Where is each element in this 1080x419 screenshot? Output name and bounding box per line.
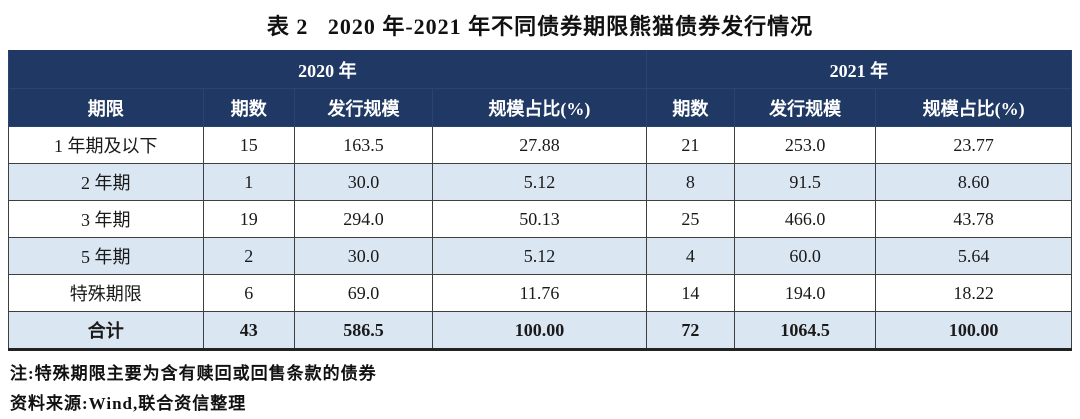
value-cell: 15 (202, 126, 295, 164)
column-header-share-2020: 规模占比(%) (432, 88, 647, 127)
value-cell: 60.0 (733, 237, 877, 275)
column-header-row: 期限 期数 发行规模 规模占比(%) 期数 发行规模 规模占比(%) (8, 88, 1072, 127)
column-header-scale-2021: 发行规模 (733, 88, 877, 127)
table-row: 2 年期 1 30.0 5.12 8 91.5 8.60 (8, 163, 1072, 201)
table-total-row: 合计 43 586.5 100.00 72 1064.5 100.00 (8, 311, 1072, 350)
value-cell: 21 (645, 126, 735, 164)
value-cell: 6 (202, 274, 295, 312)
value-cell: 11.76 (432, 274, 647, 312)
table-header: 2020 年 2021 年 期限 期数 发行规模 规模占比(%) 期数 发行规模… (8, 50, 1073, 127)
data-source-note: 资料来源:Wind,联合资信整理 (10, 394, 247, 413)
value-cell: 1 (202, 163, 295, 201)
value-cell: 194.0 (733, 274, 877, 312)
value-cell: 50.13 (432, 200, 647, 238)
value-cell: 43.78 (875, 200, 1072, 238)
value-cell: 14 (645, 274, 735, 312)
value-cell: 72 (645, 311, 735, 350)
value-cell: 466.0 (733, 200, 877, 238)
table-row: 5 年期 2 30.0 5.12 4 60.0 5.64 (8, 237, 1072, 275)
table-row: 1 年期及以下 15 163.5 27.88 21 253.0 23.77 (8, 126, 1072, 164)
maturity-cell: 3 年期 (8, 200, 204, 238)
value-cell: 586.5 (293, 311, 434, 350)
table-notes: 注:特殊期限主要为含有赎回或回售条款的债券 资料来源:Wind,联合资信整理 (10, 359, 1080, 419)
column-header-issues-2021: 期数 (645, 88, 735, 127)
maturity-cell: 5 年期 (8, 237, 204, 275)
value-cell: 69.0 (293, 274, 434, 312)
table-body: 1 年期及以下 15 163.5 27.88 21 253.0 23.77 2 年期 1 30.0… (8, 126, 1072, 350)
value-cell: 18.22 (875, 274, 1072, 312)
value-cell: 8 (645, 163, 735, 201)
value-cell: 163.5 (293, 126, 434, 164)
panda-bond-issuance-table: 2020 年 2021 年 期限 期数 发行规模 规模占比(%) 期数 发行规模… (8, 50, 1073, 351)
table-row: 特殊期限 6 69.0 11.76 14 194.0 18.22 (8, 274, 1072, 312)
value-cell: 8.60 (875, 163, 1072, 201)
value-cell: 43 (202, 311, 295, 350)
value-cell: 294.0 (293, 200, 434, 238)
value-cell: 30.0 (293, 237, 434, 275)
value-cell: 5.12 (432, 163, 647, 201)
maturity-cell: 2 年期 (8, 163, 204, 201)
table-title: 表 2 2020 年-2021 年不同债券期限熊猫债券发行情况 (266, 14, 814, 39)
value-cell: 25 (645, 200, 735, 238)
value-cell: 4 (645, 237, 735, 275)
year-group-2020: 2020 年 (8, 50, 647, 89)
value-cell: 27.88 (432, 126, 647, 164)
value-cell: 100.00 (432, 311, 647, 350)
footnote-special-maturity: 注:特殊期限主要为含有赎回或回售条款的债券 (10, 364, 377, 383)
value-cell: 91.5 (733, 163, 877, 201)
year-group-header-row: 2020 年 2021 年 (8, 50, 1073, 89)
value-cell: 2 (202, 237, 295, 275)
value-cell: 19 (202, 200, 295, 238)
value-cell: 5.12 (432, 237, 647, 275)
value-cell: 1064.5 (733, 311, 877, 350)
value-cell: 30.0 (293, 163, 434, 201)
maturity-cell: 合计 (8, 311, 204, 350)
table-row: 3 年期 19 294.0 50.13 25 466.0 43.78 (8, 200, 1072, 238)
maturity-cell: 特殊期限 (8, 274, 204, 312)
maturity-cell: 1 年期及以下 (8, 126, 204, 164)
column-header-issues-2020: 期数 (202, 88, 295, 127)
value-cell: 100.00 (875, 311, 1072, 350)
year-group-2021: 2021 年 (645, 50, 1073, 89)
value-cell: 23.77 (875, 126, 1072, 164)
value-cell: 5.64 (875, 237, 1072, 275)
column-header-maturity: 期限 (8, 88, 204, 127)
column-header-scale-2020: 发行规模 (293, 88, 434, 127)
value-cell: 253.0 (733, 126, 877, 164)
column-header-share-2021: 规模占比(%) (875, 88, 1072, 127)
